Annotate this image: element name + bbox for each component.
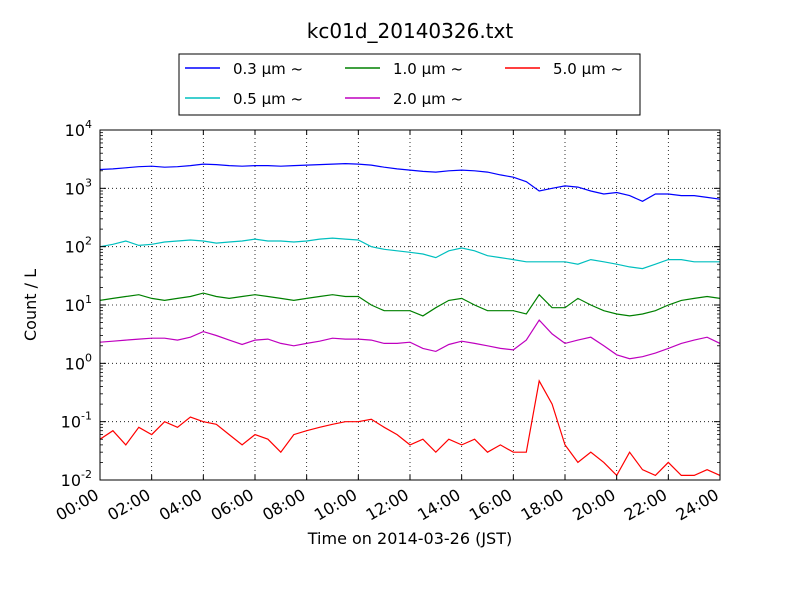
legend-label: 0.3 μm ~ xyxy=(233,60,303,78)
y-tick-label: 100 xyxy=(65,351,92,373)
chart-title: kc01d_20140326.txt xyxy=(307,19,514,43)
y-tick-label: 102 xyxy=(65,235,92,257)
series-line-2 xyxy=(99,292,721,317)
legend-label: 5.0 μm ~ xyxy=(553,60,623,78)
series-line-0 xyxy=(99,162,721,202)
legend-box xyxy=(178,53,641,116)
y-tick-label: 103 xyxy=(65,176,92,198)
series-line-3 xyxy=(99,319,721,360)
series-layer xyxy=(99,162,721,477)
grid-layer xyxy=(100,130,720,480)
legend-label: 1.0 μm ~ xyxy=(393,60,463,78)
y-tick-label: 101 xyxy=(65,293,92,315)
legend-label: 2.0 μm ~ xyxy=(393,90,463,108)
y-tick-label: 10-1 xyxy=(61,410,92,432)
legend: 0.3 μm ~ 0.5 μm ~ 1.0 μm ~ 2.0 μm ~ 5.0 μm ~ xyxy=(178,53,641,116)
y-axis-label: Count / L xyxy=(21,269,40,341)
y-tick-label: 10-2 xyxy=(61,468,92,490)
series-line-1 xyxy=(99,237,720,270)
x-axis-label: Time on 2014-03-26 (JST) xyxy=(307,529,512,548)
y-tick-label: 104 xyxy=(65,118,92,140)
ticks-layer: 00:00 02:00 04:00 06:00 08:00 10:00 12:00 14:00… xyxy=(53,118,722,525)
legend-label: 0.5 μm ~ xyxy=(233,90,303,108)
